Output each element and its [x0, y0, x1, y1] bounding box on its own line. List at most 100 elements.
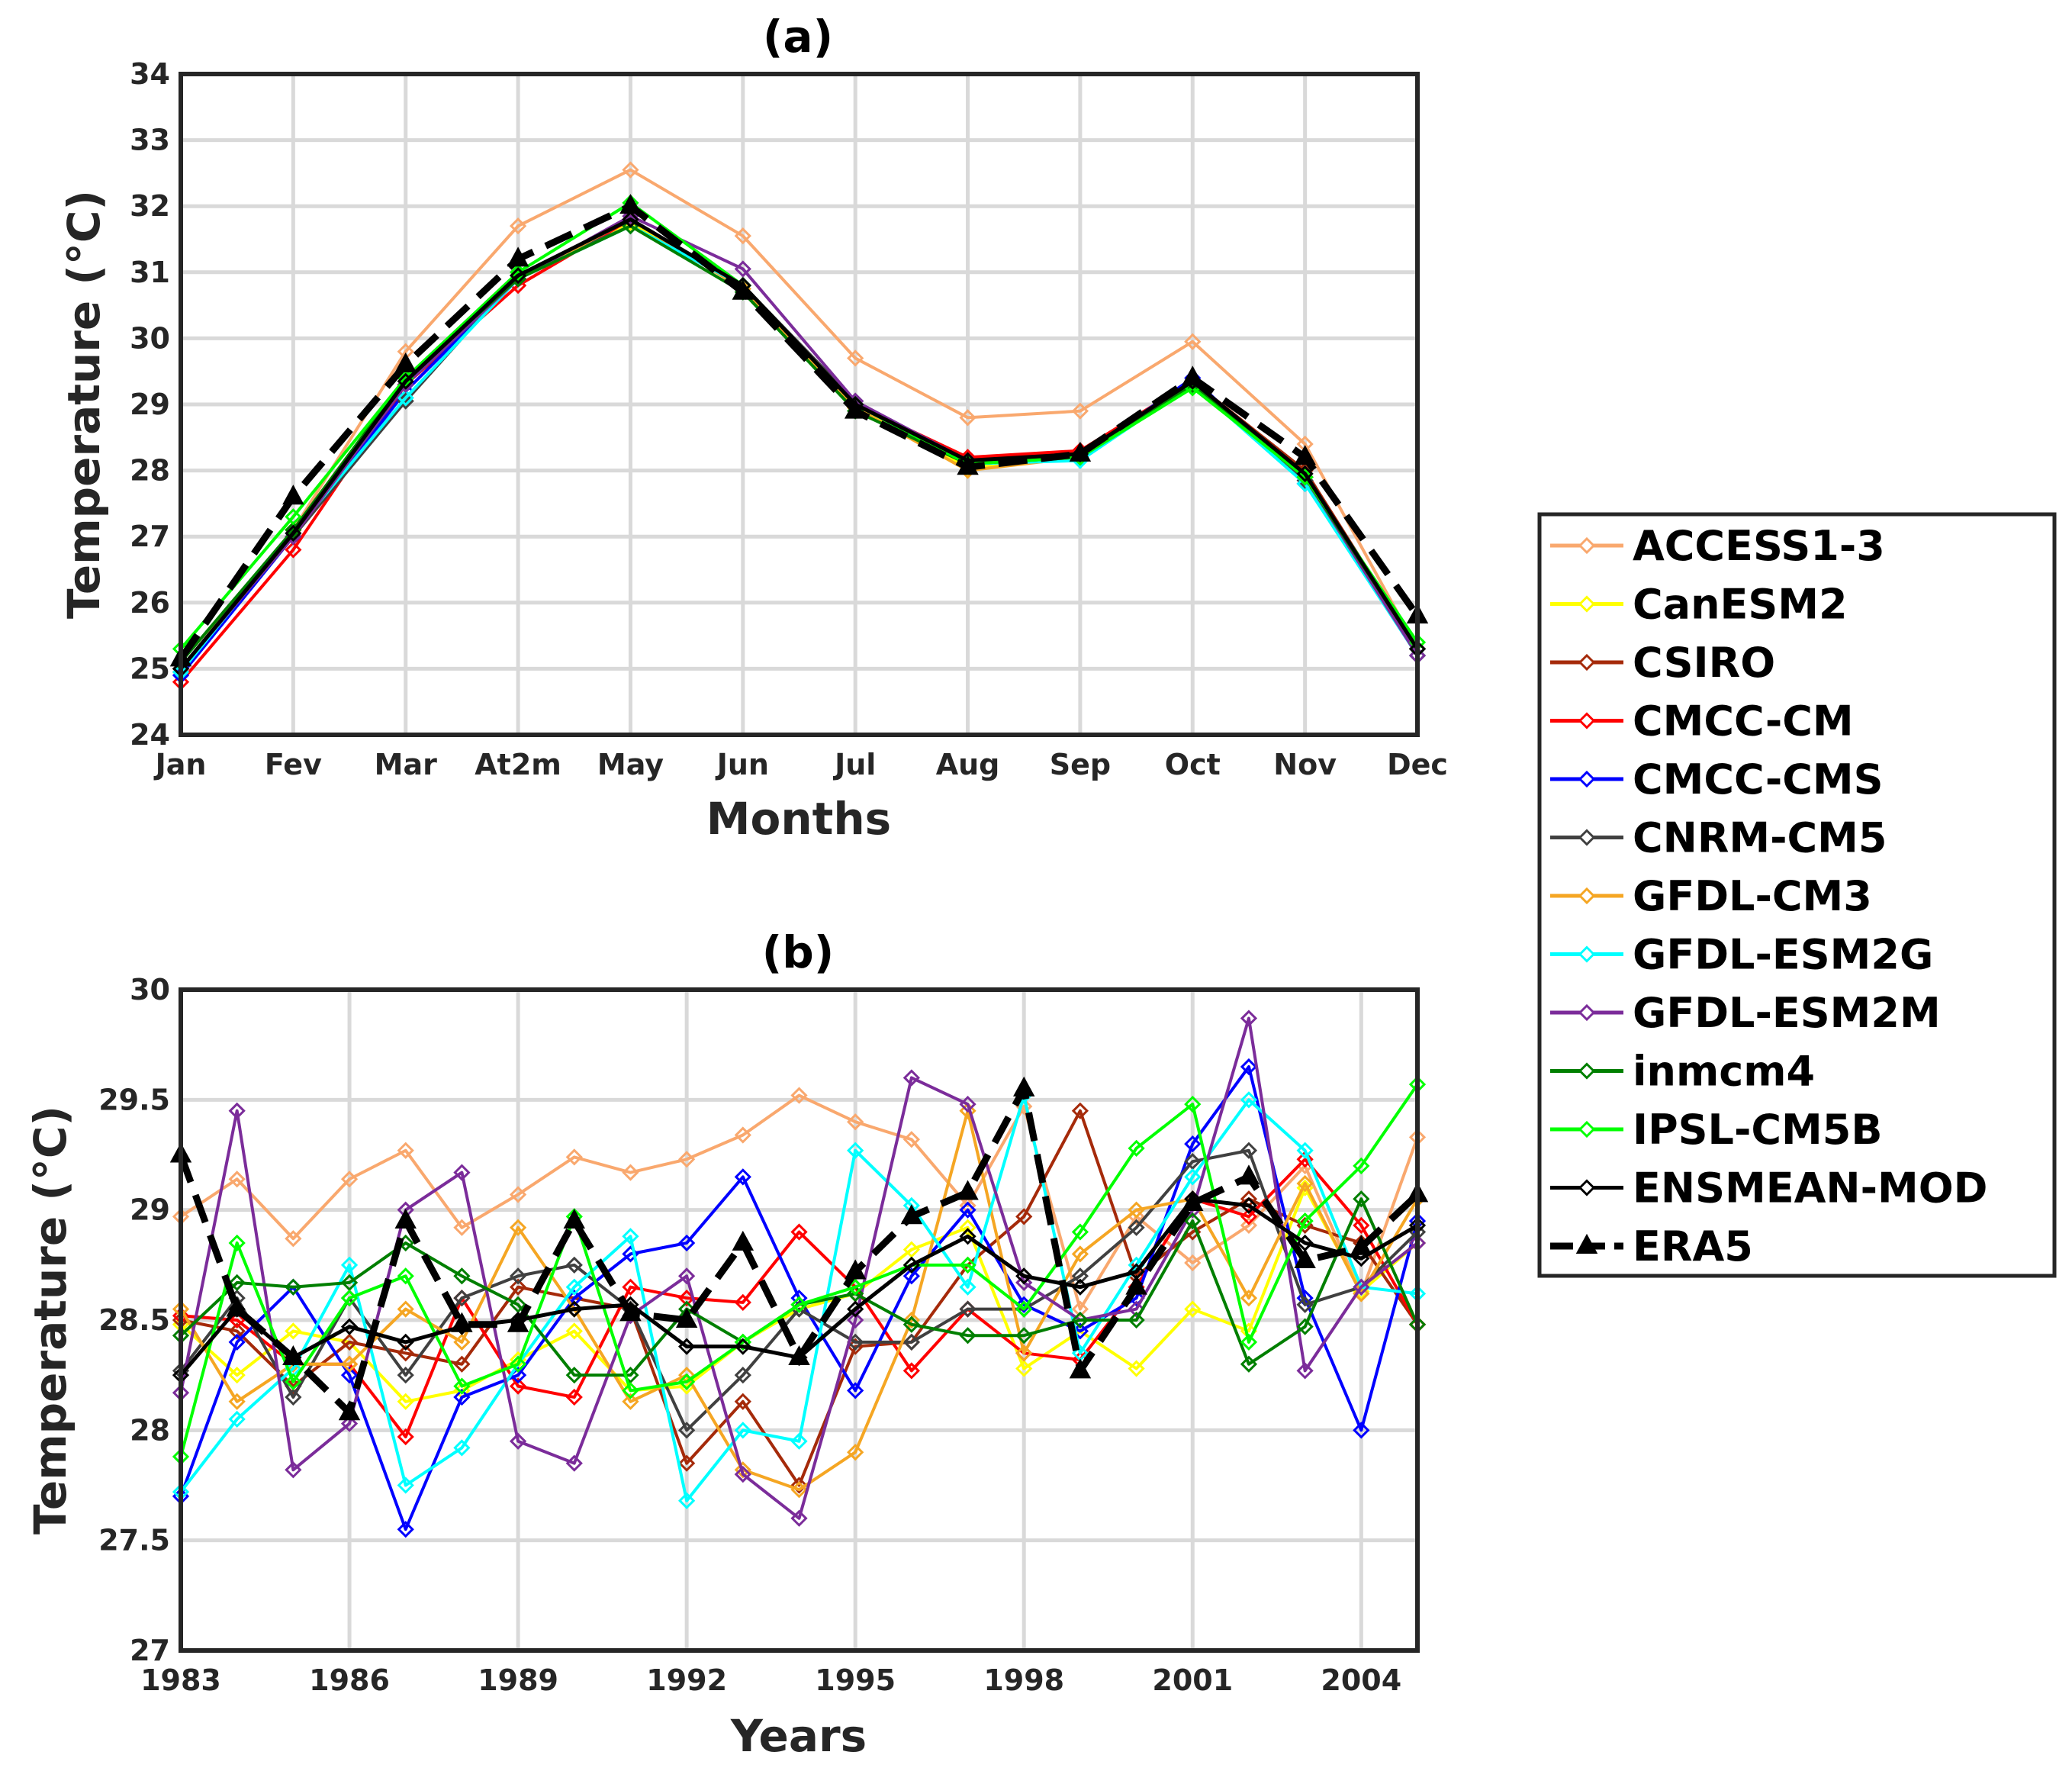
panel-b-point-gfdl-esm2g	[1240, 1091, 1258, 1109]
panel-b-point-gfdl-cm3	[790, 1481, 808, 1499]
panel-b-point-ensmean-mod	[678, 1338, 696, 1355]
legend-marker-access1-3	[1578, 536, 1596, 555]
panel-b-point-csiro	[397, 1345, 414, 1362]
panel-b-point-ipsl-cm5b	[622, 1382, 639, 1399]
panel-b-point-gfdl-esm2g	[565, 1278, 583, 1296]
legend-label-era5: ERA5	[1633, 1222, 1753, 1270]
panel-b-point-era5	[1237, 1164, 1260, 1185]
panel-a-point-gfdl-esm2m	[734, 260, 751, 278]
legend-item-canesm2: CanESM2	[1550, 581, 1848, 629]
panel-a-point-ensmean-mod	[285, 524, 302, 542]
panel-b-point-gfdl-cm3	[902, 1311, 920, 1329]
legend-marker-era5	[1575, 1233, 1598, 1254]
panel-a-y-tick-label: 32	[130, 189, 170, 223]
panel-b-y-tick-label: 29.5	[98, 1083, 170, 1116]
panel-b-point-canesm2	[1015, 1360, 1033, 1377]
panel-a-x-tick-label: Sep	[1050, 748, 1111, 781]
panel-b-x-label: Years	[730, 1710, 867, 1762]
panel-b-point-inmcm4	[1184, 1212, 1202, 1230]
panel-a-x-tick-label: Mar	[375, 748, 437, 781]
legend-marker-cmcc-cm	[1578, 712, 1596, 729]
panel-b-point-canesm2	[228, 1367, 246, 1384]
panel-b-point-gfdl-esm2m	[565, 1454, 583, 1472]
panel-b-point-era5	[1294, 1248, 1316, 1269]
panel-b-point-ipsl-cm5b	[1184, 1095, 1202, 1113]
panel-a-y-label: Temperature (°C)	[58, 190, 110, 619]
panel-b-point-era5	[226, 1296, 248, 1317]
legend-item-ipsl-cm5b: IPSL-CM5B	[1550, 1106, 1882, 1154]
panel-a-line-ensmean-mod	[179, 217, 1420, 670]
panel-b-point-cnrm-cm5	[453, 1290, 471, 1307]
panel-b-point-ipsl-cm5b	[397, 1267, 414, 1285]
panel-b-point-cmcc-cm	[509, 1377, 527, 1395]
panel-b-point-gfdl-esm2m	[902, 1069, 920, 1087]
panel-b-point-cnrm-cm5	[1240, 1142, 1258, 1159]
panel-b-series-era5	[169, 1076, 1429, 1421]
legend-item-ensmean-mod: ENSMEAN-MOD	[1550, 1164, 1987, 1212]
panel-b-point-inmcm4	[902, 1316, 920, 1333]
panel-b-point-ensmean-mod	[902, 1256, 920, 1274]
panel-a-line-access1-3	[179, 168, 1419, 670]
panel-b-point-cnrm-cm5	[1184, 1153, 1202, 1171]
panel-b-point-gfdl-cm3	[397, 1300, 414, 1318]
panel-b-y-tick-label: 27	[130, 1634, 170, 1667]
panel-a-x-ticks: Jan Fev Mar At2m May Jun Jul Aug Sep Oct Nov Dec	[153, 748, 1448, 781]
panel-b-point-inmcm4	[340, 1274, 359, 1292]
panel-a-x-tick-label: Oct	[1165, 748, 1221, 781]
panel-b-point-csiro	[1071, 1102, 1089, 1119]
panel-b-point-gfdl-esm2g	[790, 1432, 808, 1450]
panel-a-point-era5	[957, 455, 979, 475]
panel-a-point-era5	[282, 485, 304, 505]
panel-a-y-tick-label: 26	[130, 586, 170, 620]
panel-b-point-gfdl-esm2g	[453, 1439, 471, 1457]
legend-marker-csiro	[1578, 653, 1596, 671]
panel-a-point-ensmean-mod	[397, 372, 414, 390]
panel-b-point-cmcc-cm	[902, 1362, 920, 1380]
legend-label-gfdl-esm2m: GFDL-ESM2M	[1633, 989, 1941, 1037]
panel-b-point-era5	[338, 1400, 361, 1421]
panel-b-point-cmcc-cm	[1240, 1208, 1258, 1225]
panel-b-point-era5	[788, 1345, 810, 1366]
panel-b-point-cmcc-cm	[622, 1278, 639, 1296]
panel-b-point-access1-3	[902, 1131, 920, 1148]
panel-b-point-ipsl-cm5b	[1015, 1300, 1033, 1318]
panel-b-point-access1-3	[1184, 1254, 1202, 1272]
panel-b-point-gfdl-cm3	[453, 1333, 471, 1351]
panel-b-point-cnrm-cm5	[734, 1367, 751, 1384]
panel-b-point-cmcc-cm	[1296, 1151, 1314, 1168]
panel-b-point-inmcm4	[1296, 1318, 1314, 1335]
panel-b-point-gfdl-esm2g	[622, 1228, 639, 1245]
panel-b-point-ensmean-mod	[734, 1338, 751, 1355]
panel-b-point-era5	[1069, 1358, 1092, 1379]
panel-a-line-era5	[178, 202, 1420, 661]
panel-a-point-access1-3	[847, 349, 864, 367]
panel-b-x-tick-label: 1986	[309, 1663, 390, 1697]
panel-b-point-era5	[1350, 1235, 1372, 1255]
legend-label-cnrm-cm5: CNRM-CM5	[1633, 814, 1887, 862]
panel-b-point-cmcc-cm	[565, 1388, 583, 1406]
panel-a-y-tick-label: 29	[130, 388, 170, 421]
panel-b-point-gfdl-esm2m	[1353, 1278, 1370, 1296]
panel-a-point-ensmean-mod	[1296, 465, 1314, 483]
panel-b-point-access1-3	[678, 1151, 696, 1168]
panel-b-point-gfdl-esm2m	[1296, 1362, 1314, 1380]
panel-b-point-canesm2	[1184, 1300, 1202, 1318]
panel-a-x-tick-label: Fev	[265, 748, 322, 781]
panel-a-x-tick-label: May	[597, 748, 664, 781]
panel-b-point-inmcm4	[285, 1278, 302, 1296]
panel-b-point-ensmean-mod	[1015, 1267, 1033, 1285]
legend-label-cmcc-cms: CMCC-CMS	[1633, 755, 1884, 803]
legend-marker-gfdl-cm3	[1578, 887, 1596, 905]
panel-b-point-cmcc-cms	[1353, 1422, 1370, 1439]
panel-b-point-gfdl-esm2g	[847, 1142, 864, 1159]
panel-b-point-inmcm4	[959, 1327, 976, 1345]
panel-b-point-gfdl-esm2m	[453, 1164, 471, 1181]
legend-item-csiro: CSIRO	[1550, 639, 1775, 687]
panel-b-point-canesm2	[397, 1393, 414, 1410]
panel-b-point-era5	[619, 1301, 642, 1322]
panel-b-point-ipsl-cm5b	[1128, 1139, 1145, 1157]
panel-b-point-ipsl-cm5b	[285, 1373, 302, 1390]
panel-b-point-gfdl-cm3	[1071, 1245, 1089, 1263]
panel-b-point-era5	[675, 1307, 698, 1328]
